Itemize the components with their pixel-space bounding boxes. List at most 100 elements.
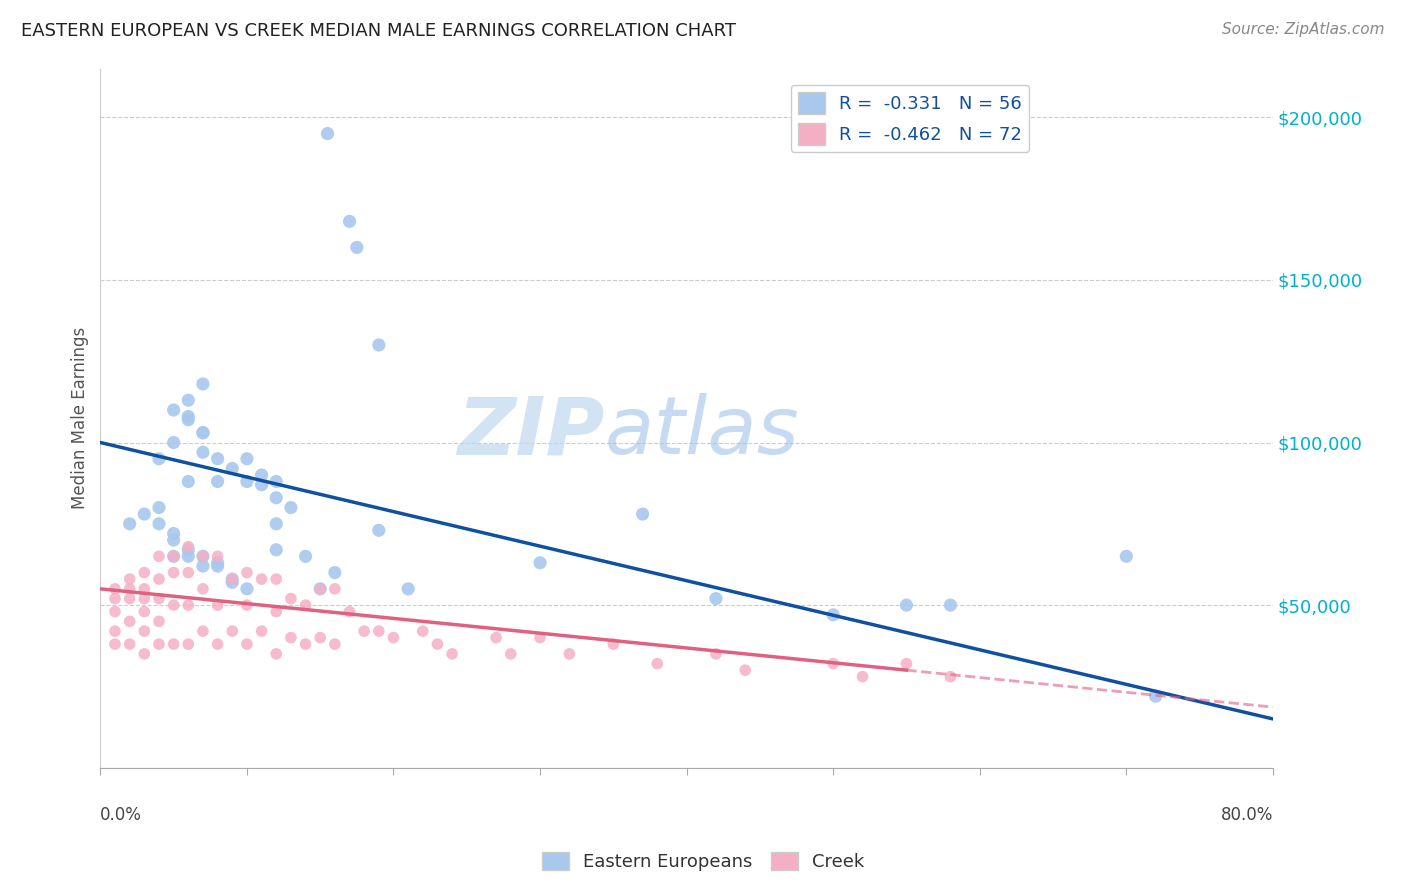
Point bbox=[221, 624, 243, 639]
Point bbox=[236, 637, 259, 651]
Point bbox=[134, 605, 156, 619]
Text: ZIP: ZIP bbox=[457, 393, 605, 471]
Point bbox=[191, 549, 214, 564]
Point bbox=[148, 591, 170, 606]
Legend: Eastern Europeans, Creek: Eastern Europeans, Creek bbox=[534, 845, 872, 879]
Point bbox=[280, 500, 302, 515]
Point bbox=[162, 549, 184, 564]
Point bbox=[118, 516, 141, 531]
Point bbox=[118, 591, 141, 606]
Point bbox=[896, 657, 918, 671]
Point bbox=[734, 663, 756, 677]
Point bbox=[162, 533, 184, 547]
Point bbox=[162, 637, 184, 651]
Point bbox=[162, 549, 184, 564]
Point bbox=[426, 637, 449, 651]
Point bbox=[367, 624, 389, 639]
Point bbox=[177, 542, 200, 557]
Point bbox=[823, 657, 845, 671]
Point bbox=[323, 637, 346, 651]
Point bbox=[148, 451, 170, 466]
Point bbox=[134, 507, 156, 521]
Point bbox=[264, 542, 287, 557]
Point bbox=[939, 670, 962, 684]
Point bbox=[236, 475, 259, 489]
Point bbox=[264, 491, 287, 505]
Point bbox=[221, 572, 243, 586]
Point bbox=[207, 637, 229, 651]
Point bbox=[309, 631, 332, 645]
Point bbox=[323, 566, 346, 580]
Point bbox=[529, 556, 551, 570]
Point bbox=[191, 559, 214, 574]
Point bbox=[221, 572, 243, 586]
Point bbox=[294, 598, 316, 612]
Point bbox=[485, 631, 508, 645]
Point bbox=[367, 524, 389, 538]
Point bbox=[191, 445, 214, 459]
Point bbox=[148, 516, 170, 531]
Point bbox=[316, 127, 339, 141]
Point bbox=[704, 591, 727, 606]
Point bbox=[441, 647, 464, 661]
Point bbox=[177, 637, 200, 651]
Point bbox=[191, 549, 214, 564]
Point bbox=[177, 409, 200, 424]
Point bbox=[104, 591, 127, 606]
Point bbox=[250, 477, 273, 491]
Point bbox=[264, 516, 287, 531]
Point bbox=[339, 214, 361, 228]
Point bbox=[309, 582, 332, 596]
Point bbox=[191, 624, 214, 639]
Point bbox=[221, 575, 243, 590]
Point bbox=[104, 582, 127, 596]
Point bbox=[177, 566, 200, 580]
Point bbox=[134, 582, 156, 596]
Point bbox=[353, 624, 375, 639]
Point bbox=[382, 631, 405, 645]
Point bbox=[236, 582, 259, 596]
Point bbox=[631, 507, 654, 521]
Point bbox=[896, 598, 918, 612]
Point bbox=[704, 647, 727, 661]
Point bbox=[558, 647, 581, 661]
Point bbox=[104, 624, 127, 639]
Point bbox=[118, 615, 141, 629]
Point bbox=[1115, 549, 1137, 564]
Point bbox=[346, 240, 368, 254]
Point bbox=[499, 647, 522, 661]
Point bbox=[162, 435, 184, 450]
Point bbox=[207, 549, 229, 564]
Point bbox=[177, 475, 200, 489]
Point bbox=[134, 591, 156, 606]
Point bbox=[236, 451, 259, 466]
Point bbox=[264, 605, 287, 619]
Point bbox=[823, 607, 845, 622]
Point bbox=[104, 637, 127, 651]
Point bbox=[177, 598, 200, 612]
Point bbox=[207, 475, 229, 489]
Point bbox=[309, 582, 332, 596]
Text: atlas: atlas bbox=[605, 393, 799, 471]
Point bbox=[323, 582, 346, 596]
Point bbox=[177, 393, 200, 408]
Point bbox=[250, 468, 273, 483]
Point bbox=[148, 549, 170, 564]
Point bbox=[118, 572, 141, 586]
Text: Source: ZipAtlas.com: Source: ZipAtlas.com bbox=[1222, 22, 1385, 37]
Point bbox=[396, 582, 419, 596]
Point bbox=[177, 549, 200, 564]
Point bbox=[134, 566, 156, 580]
Point bbox=[939, 598, 962, 612]
Point bbox=[162, 566, 184, 580]
Point bbox=[250, 572, 273, 586]
Point bbox=[177, 413, 200, 427]
Point bbox=[207, 451, 229, 466]
Point bbox=[264, 572, 287, 586]
Point bbox=[191, 582, 214, 596]
Point bbox=[191, 376, 214, 391]
Point bbox=[148, 500, 170, 515]
Point bbox=[207, 559, 229, 574]
Point bbox=[162, 526, 184, 541]
Point bbox=[162, 403, 184, 417]
